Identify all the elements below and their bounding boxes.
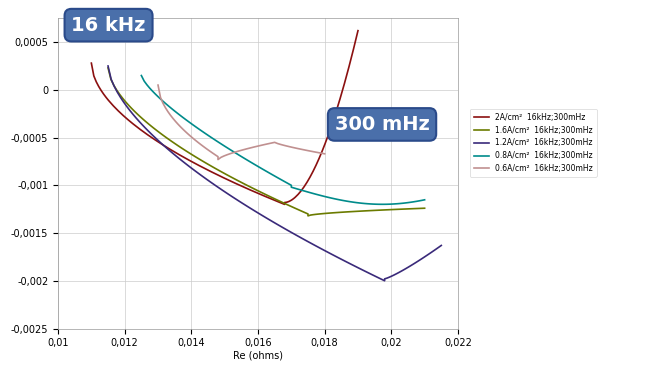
- 2A/cm²  16kHz;300mHz: [88, 61, 95, 65]
- 2A/cm²  16kHz;300mHz: [222, 177, 230, 181]
- 0.8A/cm²  16kHz;300mHz: [344, 199, 352, 204]
- 1.6A/cm²  16kHz;300mHz: [104, 66, 112, 70]
- Line: 0.8A/cm²  16kHz;300mHz: 0.8A/cm² 16kHz;300mHz: [141, 76, 424, 204]
- 2A/cm²  16kHz;300mHz: [252, 190, 259, 194]
- 1.2A/cm²  16kHz;300mHz: [437, 243, 445, 247]
- Text: 300 mHz: 300 mHz: [335, 115, 430, 134]
- 0.8A/cm²  16kHz;300mHz: [137, 73, 145, 78]
- 0.6A/cm²  16kHz;300mHz: [318, 151, 326, 155]
- 1.2A/cm²  16kHz;300mHz: [219, 188, 227, 193]
- 0.6A/cm²  16kHz;300mHz: [154, 83, 162, 87]
- 0.6A/cm²  16kHz;300mHz: [229, 151, 237, 155]
- 2A/cm²  16kHz;300mHz: [290, 196, 297, 201]
- 1.2A/cm²  16kHz;300mHz: [151, 135, 159, 139]
- 1.6A/cm²  16kHz;300mHz: [304, 214, 312, 218]
- 1.2A/cm²  16kHz;300mHz: [381, 278, 388, 283]
- 0.6A/cm²  16kHz;300mHz: [214, 157, 222, 162]
- 0.6A/cm²  16kHz;300mHz: [202, 146, 210, 150]
- 2A/cm²  16kHz;300mHz: [281, 202, 288, 207]
- Text: 16 kHz: 16 kHz: [72, 16, 146, 35]
- Line: 2A/cm²  16kHz;300mHz: 2A/cm² 16kHz;300mHz: [92, 31, 358, 204]
- 0.8A/cm²  16kHz;300mHz: [377, 202, 385, 207]
- 0.8A/cm²  16kHz;300mHz: [418, 198, 426, 203]
- 0.6A/cm²  16kHz;300mHz: [197, 142, 204, 146]
- 1.2A/cm²  16kHz;300mHz: [238, 201, 246, 205]
- X-axis label: Re (ohms): Re (ohms): [233, 351, 283, 361]
- 2A/cm²  16kHz;300mHz: [304, 177, 312, 182]
- 1.2A/cm²  16kHz;300mHz: [407, 264, 415, 268]
- 0.6A/cm²  16kHz;300mHz: [271, 140, 279, 145]
- 0.8A/cm²  16kHz;300mHz: [176, 113, 184, 118]
- 2A/cm²  16kHz;300mHz: [173, 151, 181, 155]
- 1.2A/cm²  16kHz;300mHz: [104, 64, 112, 68]
- Line: 0.6A/cm²  16kHz;300mHz: 0.6A/cm² 16kHz;300mHz: [158, 85, 324, 160]
- 1.6A/cm²  16kHz;300mHz: [295, 208, 303, 212]
- 0.6A/cm²  16kHz;300mHz: [235, 149, 243, 153]
- Legend: 2A/cm²  16kHz;300mHz, 1.6A/cm²  16kHz;300mHz, 1.2A/cm²  16kHz;300mHz, 0.8A/cm²  : 2A/cm² 16kHz;300mHz, 1.6A/cm² 16kHz;300m…: [470, 109, 597, 177]
- 2A/cm²  16kHz;300mHz: [313, 160, 321, 164]
- 0.8A/cm²  16kHz;300mHz: [421, 197, 428, 202]
- Line: 1.6A/cm²  16kHz;300mHz: 1.6A/cm² 16kHz;300mHz: [108, 68, 424, 216]
- 1.6A/cm²  16kHz;300mHz: [335, 210, 342, 215]
- 1.6A/cm²  16kHz;300mHz: [421, 206, 428, 210]
- 0.6A/cm²  16kHz;300mHz: [321, 151, 328, 156]
- 0.8A/cm²  16kHz;300mHz: [263, 169, 270, 173]
- 1.6A/cm²  16kHz;300mHz: [197, 158, 204, 162]
- 0.8A/cm²  16kHz;300mHz: [140, 79, 148, 83]
- 1.6A/cm²  16kHz;300mHz: [364, 208, 372, 213]
- 0.8A/cm²  16kHz;300mHz: [342, 199, 350, 203]
- 1.6A/cm²  16kHz;300mHz: [177, 145, 184, 150]
- 1.2A/cm²  16kHz;300mHz: [185, 164, 193, 168]
- 1.2A/cm²  16kHz;300mHz: [319, 247, 326, 251]
- Line: 1.2A/cm²  16kHz;300mHz: 1.2A/cm² 16kHz;300mHz: [108, 66, 441, 281]
- 2A/cm²  16kHz;300mHz: [354, 28, 362, 33]
- 1.6A/cm²  16kHz;300mHz: [413, 206, 421, 211]
